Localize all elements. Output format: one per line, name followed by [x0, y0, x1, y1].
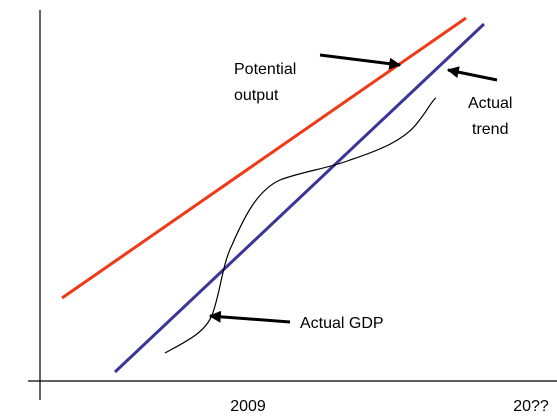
arrow	[319, 53, 402, 70]
arrow	[446, 66, 498, 82]
actual-trend-line	[113, 22, 486, 374]
annotation: trend	[472, 121, 508, 138]
arrow	[208, 310, 291, 324]
annotation: Actual GDP	[300, 315, 384, 332]
annotation: Actual	[468, 95, 512, 112]
x-axis-label: 2009	[230, 398, 266, 415]
annotation: Potential	[234, 61, 296, 78]
x-axis-label: 20??	[513, 398, 549, 415]
potential-output-line	[61, 16, 467, 300]
annotation: output	[234, 87, 279, 104]
